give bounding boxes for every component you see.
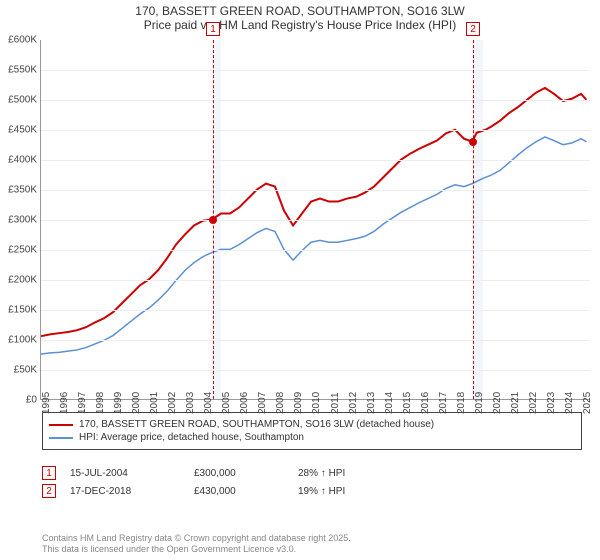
gridline-h bbox=[41, 340, 590, 341]
footer-line1: Contains HM Land Registry data © Crown c… bbox=[42, 533, 582, 545]
gridline-h bbox=[41, 190, 590, 191]
chart-plot-area: £0£50K£100K£150K£200K£250K£300K£350K£400… bbox=[40, 40, 590, 400]
legend-row-hpi: HPI: Average price, detached house, Sout… bbox=[49, 432, 575, 443]
gridline-h bbox=[41, 220, 590, 221]
y-axis-label: £50K bbox=[3, 365, 37, 376]
x-axis-label: 2023 bbox=[546, 392, 557, 414]
gridline-h bbox=[41, 250, 590, 251]
x-axis-label: 1998 bbox=[95, 392, 106, 414]
x-axis-label: 2022 bbox=[528, 392, 539, 414]
marker-dot bbox=[469, 138, 477, 146]
x-axis-label: 2018 bbox=[456, 392, 467, 414]
gridline-h bbox=[41, 160, 590, 161]
legend-swatch-price-paid bbox=[49, 424, 73, 426]
gridline-h bbox=[41, 70, 590, 71]
x-axis-label: 1995 bbox=[41, 392, 52, 414]
x-axis-label: 2007 bbox=[257, 392, 268, 414]
y-axis-label: £300K bbox=[3, 215, 37, 226]
x-axis-label: 2014 bbox=[384, 392, 395, 414]
gridline-h bbox=[41, 100, 590, 101]
x-axis-label: 2011 bbox=[330, 392, 341, 414]
x-axis-label: 1997 bbox=[77, 392, 88, 414]
footer-attribution: Contains HM Land Registry data © Crown c… bbox=[42, 533, 582, 556]
y-axis-label: £550K bbox=[3, 65, 37, 76]
transaction-row: 2 17-DEC-2018 £430,000 19% ↑ HPI bbox=[42, 484, 582, 498]
x-axis-label: 2015 bbox=[402, 392, 413, 414]
x-axis-label: 2013 bbox=[366, 392, 377, 414]
x-axis-label: 2017 bbox=[438, 392, 449, 414]
x-axis-label: 2001 bbox=[149, 392, 160, 414]
gridline-h bbox=[41, 310, 590, 311]
y-axis-label: £150K bbox=[3, 305, 37, 316]
x-axis-label: 2008 bbox=[275, 392, 286, 414]
transaction-price: £300,000 bbox=[194, 468, 284, 479]
transaction-date: 15-JUL-2004 bbox=[70, 468, 180, 479]
x-axis-label: 2000 bbox=[131, 392, 142, 414]
transaction-badge: 1 bbox=[42, 466, 56, 480]
chart-title-line1: 170, BASSETT GREEN ROAD, SOUTHAMPTON, SO… bbox=[0, 0, 600, 18]
x-axis-label: 2025 bbox=[582, 392, 593, 414]
legend-label-price-paid: 170, BASSETT GREEN ROAD, SOUTHAMPTON, SO… bbox=[79, 419, 434, 430]
x-axis-label: 2002 bbox=[167, 392, 178, 414]
transaction-badge: 2 bbox=[42, 484, 56, 498]
transactions-table: 1 15-JUL-2004 £300,000 28% ↑ HPI 2 17-DEC-201… bbox=[42, 462, 582, 502]
legend-box: 170, BASSETT GREEN ROAD, SOUTHAMPTON, SO… bbox=[42, 412, 582, 450]
marker-badge: 1 bbox=[206, 22, 220, 36]
gridline-h bbox=[41, 130, 590, 131]
y-axis-label: £200K bbox=[3, 275, 37, 286]
transaction-date: 17-DEC-2018 bbox=[70, 486, 180, 497]
x-axis-label: 2003 bbox=[185, 392, 196, 414]
gridline-h bbox=[41, 370, 590, 371]
transaction-diff: 19% ↑ HPI bbox=[298, 486, 388, 497]
series-hpi-line bbox=[41, 137, 586, 354]
legend-label-hpi: HPI: Average price, detached house, Sout… bbox=[79, 432, 304, 443]
y-axis-label: £450K bbox=[3, 125, 37, 136]
x-axis-label: 2006 bbox=[239, 392, 250, 414]
chart-title-line2: Price paid vs. HM Land Registry's House … bbox=[0, 18, 600, 36]
y-axis-label: £350K bbox=[3, 185, 37, 196]
marker-vline bbox=[473, 40, 474, 399]
x-axis-label: 2005 bbox=[221, 392, 232, 414]
gridline-h bbox=[41, 280, 590, 281]
y-axis-label: £500K bbox=[3, 95, 37, 106]
x-axis-label: 2009 bbox=[293, 392, 304, 414]
x-axis-label: 2019 bbox=[474, 392, 485, 414]
legend-row-price-paid: 170, BASSETT GREEN ROAD, SOUTHAMPTON, SO… bbox=[49, 419, 575, 430]
x-axis-label: 2021 bbox=[510, 392, 521, 414]
x-axis-label: 2012 bbox=[348, 392, 359, 414]
y-axis-label: £100K bbox=[3, 335, 37, 346]
y-axis-label: £250K bbox=[3, 245, 37, 256]
x-axis-label: 1999 bbox=[113, 392, 124, 414]
y-axis-label: £0 bbox=[3, 395, 37, 406]
footer-line2: This data is licensed under the Open Gov… bbox=[42, 544, 582, 556]
x-axis-label: 2024 bbox=[564, 392, 575, 414]
transaction-row: 1 15-JUL-2004 £300,000 28% ↑ HPI bbox=[42, 466, 582, 480]
x-axis-label: 2016 bbox=[420, 392, 431, 414]
x-axis-label: 2010 bbox=[311, 392, 322, 414]
transaction-price: £430,000 bbox=[194, 486, 284, 497]
x-axis-label: 2020 bbox=[492, 392, 503, 414]
transaction-diff: 28% ↑ HPI bbox=[298, 468, 388, 479]
legend-swatch-hpi bbox=[49, 437, 73, 439]
marker-dot bbox=[209, 216, 217, 224]
x-axis-label: 1996 bbox=[59, 392, 70, 414]
y-axis-label: £600K bbox=[3, 35, 37, 46]
marker-badge: 2 bbox=[466, 22, 480, 36]
y-axis-label: £400K bbox=[3, 155, 37, 166]
series-price-paid-line bbox=[41, 88, 586, 336]
